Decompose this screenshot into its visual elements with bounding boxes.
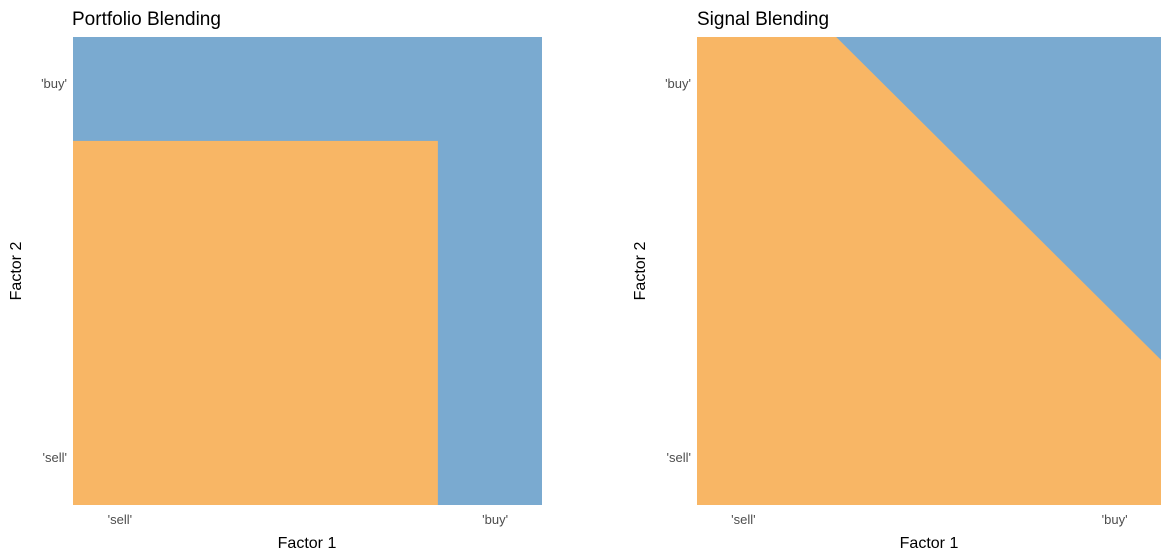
x-tick-label: 'buy' [1102,512,1128,527]
x-axis-label: Factor 1 [900,535,959,552]
y-tick-labels: 'sell' 'buy' [665,76,691,465]
blend-region [73,140,438,505]
y-axis-label: Factor 2 [632,242,649,301]
x-tick-labels: 'sell' 'buy' [108,512,508,527]
y-tick-label: 'buy' [665,76,691,91]
plot-area [73,37,542,505]
chart-title: Signal Blending [697,9,829,30]
chart-title: Portfolio Blending [72,9,221,30]
plot-area [697,37,1161,505]
x-tick-label: 'buy' [482,512,508,527]
y-axis-label: Factor 2 [8,242,25,301]
y-tick-label: 'sell' [667,450,691,465]
x-tick-labels: 'sell' 'buy' [731,512,1127,527]
x-tick-label: 'sell' [108,512,132,527]
y-tick-label: 'sell' [43,450,67,465]
blend-region [697,37,1161,505]
y-tick-labels: 'sell' 'buy' [41,76,67,465]
x-axis-label: Factor 1 [278,535,337,552]
portfolio-blending-chart: Portfolio Blending 'sell' 'buy' 'sell' 'bu… [8,9,542,552]
x-tick-label: 'sell' [731,512,755,527]
signal-blending-chart: Signal Blending 'sell''buy' 'sell''buy' … [632,9,1161,552]
y-tick-label: 'buy' [41,76,67,91]
